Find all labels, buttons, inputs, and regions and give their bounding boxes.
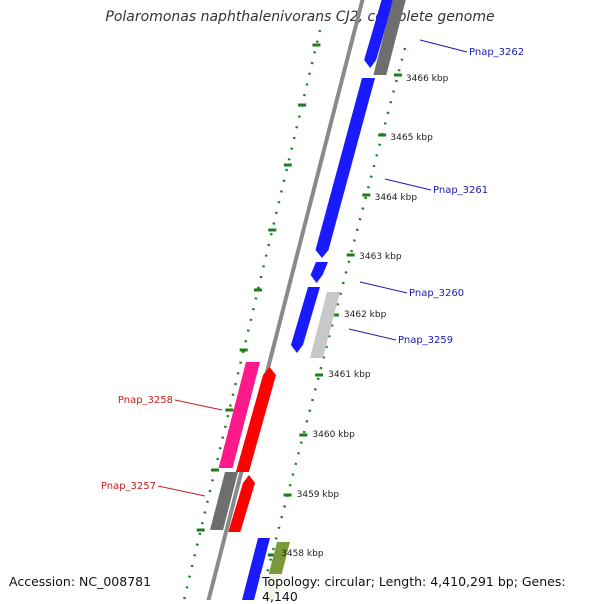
scale-label: 3462 kbp — [344, 310, 387, 320]
gene-pnap-3257 — [210, 472, 238, 530]
gene-label[interactable]: Pnap_3260 — [409, 288, 464, 299]
scale-label: 3461 kbp — [328, 370, 371, 380]
gene-label[interactable]: Pnap_3259 — [398, 335, 453, 346]
scale-label: 3466 kbp — [406, 74, 449, 84]
gene-label[interactable]: Pnap_3258 — [118, 395, 173, 406]
accession-text: Accession: NC_008781 — [9, 574, 152, 589]
scale-label: 3460 kbp — [312, 430, 355, 440]
scale-label: 3465 kbp — [390, 133, 433, 143]
gene-gray-top — [373, 0, 406, 75]
label-leader-line — [174, 399, 223, 411]
gene-blue-bottom — [241, 538, 270, 600]
label-leader-line — [384, 178, 432, 191]
scale-label: 3464 kbp — [375, 193, 418, 203]
backbone-line — [206, 0, 365, 600]
gene-pnap-3258 — [218, 362, 260, 468]
label-leader-line — [157, 485, 206, 497]
scale-label: 3458 kbp — [281, 549, 324, 559]
tick-dotted-lines — [182, 29, 407, 600]
scale-label: 3459 kbp — [297, 490, 340, 500]
gene-pnap-3261 — [315, 78, 375, 258]
gene-pnap-3259 — [309, 292, 340, 358]
gene-red-2 — [228, 475, 255, 532]
gene-red-1 — [235, 367, 276, 472]
gene-label[interactable]: Pnap_3257 — [101, 481, 156, 492]
label-leader-line — [348, 328, 397, 341]
gene-pnap-3260 — [310, 262, 328, 283]
gene-label[interactable]: Pnap_3261 — [433, 185, 488, 196]
scale-label: 3463 kbp — [359, 252, 402, 262]
gene-blue-3 — [290, 287, 320, 353]
gene-features — [210, 0, 406, 600]
scale-labels: 3466 kbp 3465 kbp 3464 kbp 3463 kbp 3462 kbp… — [281, 74, 448, 559]
genome-backbone — [206, 0, 365, 600]
gene-pnap-3262 — [364, 0, 394, 68]
gene-label[interactable]: Pnap_3262 — [469, 47, 524, 58]
gene-labels: Pnap_3262 Pnap_3261 Pnap_3260 Pnap_3259 Pnap… — [101, 39, 524, 497]
right-dotted-line — [258, 47, 407, 600]
label-leader-line — [359, 281, 408, 294]
label-leader-line — [419, 39, 468, 53]
left-dotted-line — [182, 29, 322, 600]
